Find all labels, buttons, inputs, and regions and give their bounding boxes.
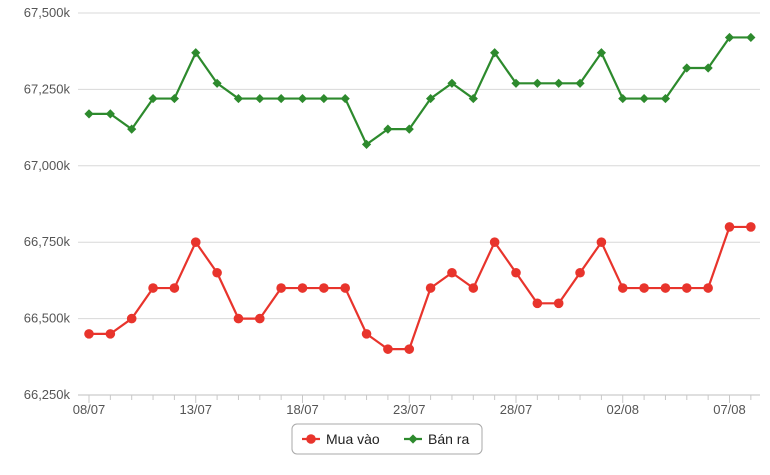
data-point[interactable] [575,78,585,88]
data-point[interactable] [148,283,158,293]
data-point[interactable] [340,283,351,293]
data-point[interactable] [489,237,500,247]
data-point[interactable] [724,222,735,232]
legend-label: Bán ra [428,431,469,447]
data-point[interactable] [447,78,457,88]
data-point[interactable] [297,93,308,104]
data-point[interactable] [361,139,372,150]
x-tick-label: 07/08 [713,402,746,417]
data-point[interactable] [127,124,137,134]
data-point[interactable] [596,48,606,58]
data-point[interactable] [682,283,692,293]
grid-lines [78,12,760,396]
data-point[interactable] [511,267,521,278]
x-tick-label: 23/07 [393,402,426,417]
data-point[interactable] [361,329,372,339]
x-tick-label: 13/07 [179,402,212,417]
data-point[interactable] [84,329,94,339]
x-tick-label: 18/07 [286,402,319,417]
y-tick-label: 66,750k [24,234,71,249]
data-point[interactable] [724,32,735,43]
data-point[interactable] [703,283,713,293]
data-point[interactable] [703,63,713,73]
y-tick-label: 67,250k [24,81,71,96]
legend-marker [306,434,316,444]
series-layer [84,32,756,354]
data-point[interactable] [660,283,671,293]
data-point[interactable] [319,93,329,104]
data-point[interactable] [511,78,521,88]
data-point[interactable] [639,283,649,293]
y-tick-label: 66,250k [24,387,71,402]
legend-item-ban-ra[interactable]: Bán ra [404,431,469,447]
data-point[interactable] [554,78,564,88]
data-point[interactable] [532,78,542,88]
x-tick-label: 28/07 [500,402,533,417]
data-point[interactable] [468,283,479,293]
data-point[interactable] [553,298,564,309]
data-point[interactable] [233,313,244,324]
series-mua-vao [84,222,756,354]
data-point[interactable] [84,109,94,119]
data-point[interactable] [276,283,286,293]
data-point[interactable] [383,124,393,134]
data-point[interactable] [746,222,756,232]
data-point[interactable] [297,283,308,293]
data-point[interactable] [319,283,329,293]
data-point[interactable] [617,283,628,293]
data-point[interactable] [596,237,607,247]
series-ban-ra [84,32,756,150]
data-point[interactable] [490,48,500,58]
y-tick-label: 67,500k [24,5,71,20]
data-point[interactable] [212,267,222,278]
series-line [89,36,751,146]
legend[interactable]: Mua vào Bán ra [291,423,483,455]
data-point[interactable] [426,93,436,104]
data-point[interactable] [105,329,116,339]
data-point[interactable] [618,93,628,104]
legend-item-mua-vao[interactable]: Mua vào [302,431,380,447]
data-point[interactable] [276,93,286,104]
data-point[interactable] [169,283,180,293]
data-point[interactable] [254,313,265,324]
data-point[interactable] [660,93,671,104]
data-point[interactable] [746,32,756,43]
x-tick-label: 02/08 [606,402,639,417]
data-point[interactable] [148,93,158,104]
data-point[interactable] [126,313,137,324]
data-point[interactable] [532,298,543,309]
y-tick-label: 66,500k [24,311,71,326]
data-point[interactable] [105,109,115,119]
data-point[interactable] [404,124,414,134]
data-point[interactable] [255,93,265,104]
data-point[interactable] [404,344,415,354]
data-point[interactable] [447,267,457,278]
x-tick-label: 08/07 [73,402,106,417]
data-point[interactable] [340,93,350,104]
data-point[interactable] [190,237,201,247]
axes: 66,250k 66,500k 66,750k 67,000k 67,250k 67,50… [24,5,760,417]
legend-box [291,423,483,455]
data-point[interactable] [575,267,585,278]
data-point[interactable] [682,63,692,73]
data-point[interactable] [169,93,179,104]
legend-label: Mua vào [326,431,380,447]
data-point[interactable] [425,283,436,293]
legend-marker [408,434,418,444]
y-tick-label: 67,000k [24,158,71,173]
data-point[interactable] [639,93,649,104]
data-point[interactable] [468,93,478,104]
data-point[interactable] [383,344,393,354]
data-point[interactable] [191,48,201,58]
series-line [89,225,751,351]
data-point[interactable] [212,78,222,88]
data-point[interactable] [233,93,244,104]
